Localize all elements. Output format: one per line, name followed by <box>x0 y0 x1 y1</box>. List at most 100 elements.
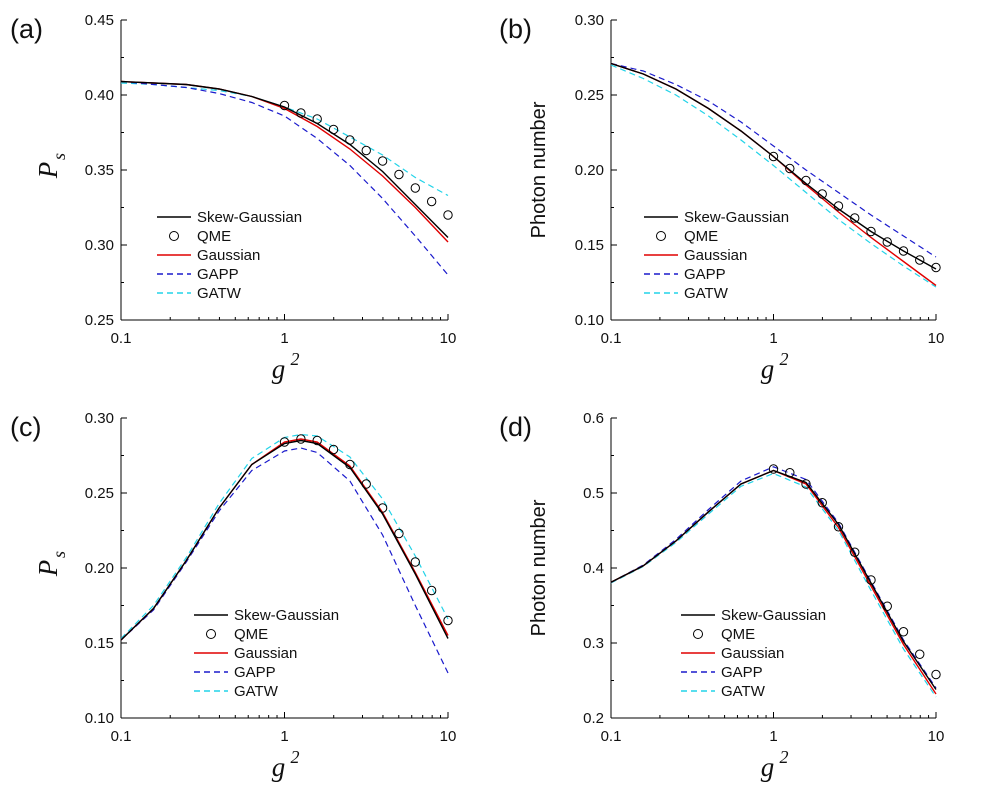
x-tick-label: 10 <box>440 330 457 347</box>
y-tick-label: 0.4 <box>583 560 604 577</box>
y-axis-label: Photon number <box>528 101 550 238</box>
qme-marker <box>833 522 844 532</box>
y-tick-label: 0.3 <box>583 635 604 652</box>
qme-marker <box>279 100 290 111</box>
y-tick-label: 0.45 <box>85 12 114 29</box>
y-tick-label: 0.25 <box>575 87 604 104</box>
legend-label: GAPP <box>234 664 276 681</box>
qme-marker <box>866 575 876 585</box>
series-line-skew-gaussian <box>610 62 937 270</box>
panel-label: (a) <box>10 14 43 44</box>
qme-marker <box>443 615 453 626</box>
y-tick-label: 0.40 <box>85 87 114 104</box>
y-axis-label-subscript: s <box>49 153 69 160</box>
legend-label: QME <box>234 626 268 643</box>
x-axis-label-superscript: 2 <box>291 747 300 767</box>
x-tick-label: 1 <box>769 330 777 347</box>
legend-qme-marker <box>656 231 666 241</box>
y-tick-label: 0.2 <box>583 710 604 727</box>
legend-label: GATW <box>684 285 729 302</box>
x-tick-label: 0.1 <box>601 728 622 745</box>
y-tick-label: 0.30 <box>85 237 114 254</box>
series-line-gaussian <box>610 62 937 287</box>
legend-label: Skew-Gaussian <box>721 607 826 624</box>
panel-d: 0.2 0.3 0.4 0.5 0.6 0.1 1 10 (d) g 2 Photon number S… <box>499 410 944 782</box>
x-axis-label: g <box>272 354 286 384</box>
y-tick-label: 0.5 <box>583 485 604 502</box>
x-axis-label: g <box>761 354 775 384</box>
x-tick-label: 0.1 <box>601 330 622 347</box>
legend-label: GATW <box>234 683 279 700</box>
qme-marker <box>443 210 453 220</box>
legend-label: Gaussian <box>684 247 747 264</box>
legend-label: QME <box>721 626 755 643</box>
legend-label: GAPP <box>721 664 763 681</box>
legend-label: GATW <box>721 683 766 700</box>
legend-label: GATW <box>197 285 242 302</box>
series-line-gapp <box>610 62 937 258</box>
x-axis-label-superscript: 2 <box>291 349 300 369</box>
qme-marker <box>898 627 909 637</box>
x-axis-label: g <box>761 752 775 782</box>
qme-marker <box>801 479 811 489</box>
panel-label: (b) <box>499 14 532 44</box>
qme-marker <box>345 135 355 145</box>
qme-marker <box>931 262 941 273</box>
series-line-skew-gaussian <box>120 80 449 238</box>
y-tick-label: 0.25 <box>85 312 114 329</box>
qme-marker <box>915 255 925 265</box>
panel-a: 0.25 0.30 0.35 0.40 0.45 0.1 1 10 (a) g 2 Ps Skew-Ga… <box>10 12 456 384</box>
qme-marker <box>361 479 371 489</box>
y-tick-label: 0.20 <box>575 162 604 179</box>
panel-label: (d) <box>499 412 532 442</box>
x-tick-label: 1 <box>280 330 288 347</box>
series-line-gapp <box>120 447 449 674</box>
panel-label: (c) <box>10 412 41 442</box>
y-tick-label: 0.35 <box>85 162 114 179</box>
y-tick-label: 0.30 <box>575 12 604 29</box>
y-tick-label: 0.10 <box>575 312 604 329</box>
panel-b: 0.10 0.15 0.20 0.25 0.30 0.1 1 10 (b) g 2 Photon nu… <box>499 12 944 384</box>
x-axis-label-superscript: 2 <box>780 747 789 767</box>
qme-marker <box>817 189 827 199</box>
qme-marker <box>377 156 388 166</box>
x-tick-label: 0.1 <box>111 330 132 347</box>
x-axis-label-superscript: 2 <box>780 349 789 369</box>
qme-marker <box>410 557 421 567</box>
legend-label: QME <box>684 228 718 245</box>
legend-label: GAPP <box>684 266 726 283</box>
qme-marker <box>866 226 876 237</box>
legend-qme-marker <box>206 629 216 639</box>
y-axis-label: P <box>33 560 63 578</box>
qme-marker <box>850 213 860 223</box>
qme-marker <box>915 649 925 659</box>
y-tick-label: 0.15 <box>575 237 604 254</box>
qme-marker <box>296 434 306 444</box>
qme-marker <box>394 169 404 180</box>
legend-label: Gaussian <box>721 645 784 662</box>
qme-marker <box>882 237 892 247</box>
series-line-gatw <box>610 472 937 698</box>
qme-marker <box>768 464 779 474</box>
series-line-skew-gaussian <box>120 439 449 641</box>
series-line-skew-gaussian <box>610 469 937 690</box>
qme-marker <box>312 435 322 446</box>
qme-marker <box>394 528 404 539</box>
qme-marker <box>345 459 355 470</box>
legend-label: Skew-Gaussian <box>197 209 302 226</box>
qme-marker <box>833 201 844 211</box>
qme-marker <box>850 547 860 557</box>
legend-label: Skew-Gaussian <box>234 607 339 624</box>
qme-marker <box>312 114 322 124</box>
y-axis-label: P <box>33 162 63 180</box>
x-tick-label: 0.1 <box>111 728 132 745</box>
qme-marker <box>410 183 421 193</box>
series-line-gapp <box>120 80 449 276</box>
panel-c: 0.10 0.15 0.20 0.25 0.30 0.1 1 10 (c) g 2 Ps Skew-Ga… <box>10 410 456 782</box>
qme-marker <box>785 468 795 478</box>
x-tick-label: 1 <box>280 728 288 745</box>
legend-label: Gaussian <box>234 645 297 662</box>
y-tick-label: 0.10 <box>85 710 114 727</box>
y-tick-label: 0.30 <box>85 410 114 427</box>
